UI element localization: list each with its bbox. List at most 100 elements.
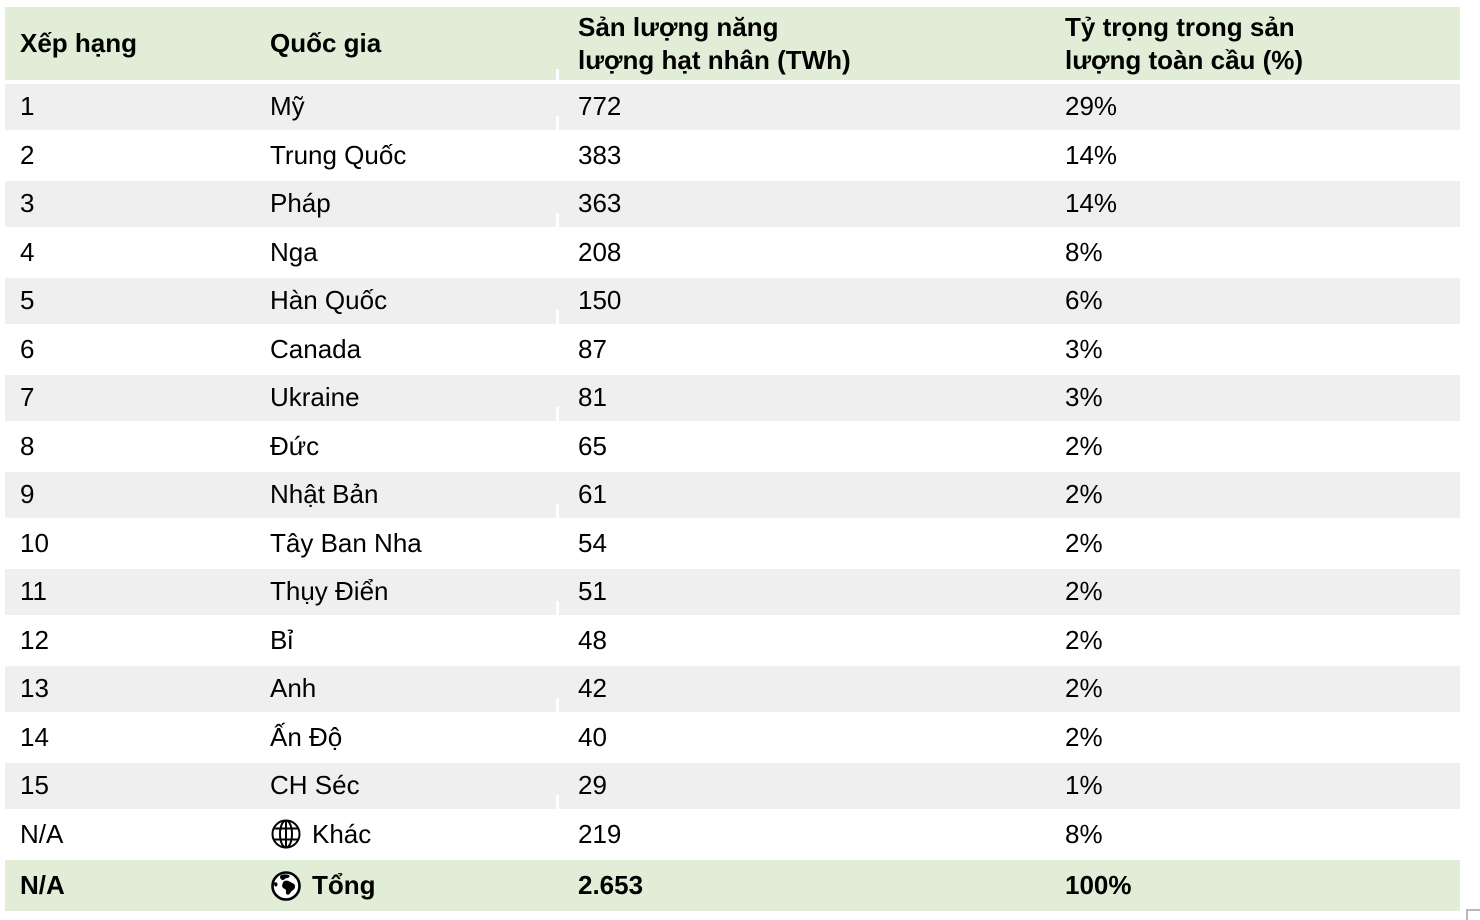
share-cell: 29% (1065, 91, 1118, 122)
table-row: 15 CH Séc 29 1% (5, 763, 1460, 812)
rank-cell: 12 (20, 624, 49, 655)
twh-cell: 772 (556, 84, 1045, 132)
table-row: 8 Đức 65 2% (5, 423, 1460, 472)
country-label: Hàn Quốc (270, 285, 388, 316)
scroll-corner-mark (1466, 909, 1480, 920)
country-cell: Pháp (250, 181, 556, 227)
header-twh: Sản lượng năng lượng hạt nhân (TWh) (556, 7, 1045, 84)
twh-cell: 65 (556, 424, 1045, 472)
table-row: 5 Hàn Quốc 150 6% (5, 278, 1460, 327)
country-cell: Mỹ (250, 84, 556, 130)
country-label: Canada (270, 333, 362, 364)
country-cell: Nhật Bản (250, 472, 556, 518)
twh-cell: 48 (556, 618, 1045, 666)
country-cell: Nga (250, 230, 556, 276)
country-label: Nga (270, 236, 318, 267)
header-share: Tỷ trọng trong sản lượng toàn cầu (%) (1065, 11, 1304, 75)
table-row: 12 Bỉ 48 2% (5, 617, 1460, 666)
country-cell: Ukraine (250, 375, 556, 421)
country-label: Thụy Điển (270, 576, 389, 607)
table-body: 1 Mỹ 772 29% 2 Trung Quốc 383 14% 3 Pháp… (5, 84, 1460, 911)
country-label: Bỉ (270, 624, 294, 655)
country-cell: Anh (250, 666, 556, 712)
country-cell: Ấn Độ (250, 715, 556, 761)
table-row: 3 Pháp 363 14% (5, 181, 1460, 230)
table-header-row: Xếp hạng Quốc gia Sản lượng năng lượng h… (5, 7, 1460, 84)
country-cell: Khác (250, 812, 556, 858)
twh-cell: 150 (556, 278, 1045, 326)
country-label: Nhật Bản (270, 479, 379, 510)
rank-cell: N/A (20, 818, 64, 849)
country-cell: Thụy Điển (250, 569, 556, 615)
table-row: 10 Tây Ban Nha 54 2% (5, 520, 1460, 569)
rank-cell: 1 (20, 91, 35, 122)
twh-cell: 42 (556, 666, 1045, 714)
share-cell: 3% (1065, 382, 1103, 413)
share-cell: 2% (1065, 576, 1103, 607)
nuclear-production-table: Xếp hạng Quốc gia Sản lượng năng lượng h… (5, 7, 1460, 911)
rank-cell: 2 (20, 139, 35, 170)
table-row: 14 Ấn Độ 40 2% (5, 714, 1460, 763)
rank-cell: 14 (20, 721, 49, 752)
table-row: 11 Thụy Điển 51 2% (5, 569, 1460, 618)
rank-cell: 4 (20, 236, 35, 267)
rank-cell: 15 (20, 770, 49, 801)
rank-cell: 3 (20, 188, 35, 219)
globe-wireframe-icon (270, 818, 302, 850)
table-row: 4 Nga 208 8% (5, 229, 1460, 278)
country-cell: Canada (250, 327, 556, 373)
share-cell: 3% (1065, 333, 1103, 364)
table-row: N/A Khác 219 8% (5, 811, 1460, 860)
country-label: Ukraine (270, 382, 360, 413)
share-cell: 2% (1065, 430, 1103, 461)
table-row: 13 Anh 42 2% (5, 666, 1460, 715)
rank-cell: 9 (20, 479, 35, 510)
share-cell: 2% (1065, 624, 1103, 655)
share-cell: 100% (1065, 870, 1132, 900)
rank-cell: 6 (20, 333, 35, 364)
share-cell: 2% (1065, 721, 1103, 752)
globe-earth-icon (270, 870, 302, 902)
twh-cell: 54 (556, 521, 1045, 569)
share-cell: 8% (1065, 236, 1103, 267)
country-label: Mỹ (270, 91, 305, 122)
twh-cell: 81 (556, 375, 1045, 423)
rank-cell: 11 (20, 576, 47, 607)
twh-cell: 363 (556, 181, 1045, 229)
country-label: Khác (312, 818, 372, 849)
table-row: 9 Nhật Bản 61 2% (5, 472, 1460, 521)
twh-cell: 51 (556, 569, 1045, 617)
share-cell: 8% (1065, 818, 1103, 849)
rank-cell: 10 (20, 527, 49, 558)
country-cell: Đức (250, 424, 556, 470)
table-row: 6 Canada 87 3% (5, 326, 1460, 375)
twh-cell: 61 (556, 472, 1045, 520)
share-cell: 2% (1065, 673, 1103, 704)
share-cell: 2% (1065, 479, 1103, 510)
twh-cell: 29 (556, 763, 1045, 811)
share-cell: 6% (1065, 285, 1103, 316)
table-row: 1 Mỹ 772 29% (5, 84, 1460, 133)
rank-cell: N/A (20, 870, 65, 900)
country-cell: Hàn Quốc (250, 278, 556, 324)
country-cell: Trung Quốc (250, 133, 556, 179)
rank-cell: 5 (20, 285, 35, 316)
share-cell: 14% (1065, 188, 1118, 219)
country-label: Pháp (270, 188, 331, 219)
header-rank: Xếp hạng (20, 28, 138, 58)
twh-cell: 383 (556, 133, 1045, 181)
rank-cell: 8 (20, 430, 35, 461)
rank-cell: 13 (20, 673, 49, 704)
table-row: 2 Trung Quốc 383 14% (5, 132, 1460, 181)
country-cell: Bỉ (250, 618, 556, 664)
country-label: Đức (270, 430, 320, 461)
table-row: 7 Ukraine 81 3% (5, 375, 1460, 424)
twh-cell: 219 (556, 812, 1045, 860)
twh-cell: 87 (556, 327, 1045, 375)
country-cell: CH Séc (250, 763, 556, 809)
rank-cell: 7 (20, 382, 35, 413)
country-label: Tây Ban Nha (270, 527, 422, 558)
country-label: Ấn Độ (270, 721, 343, 752)
share-cell: 2% (1065, 527, 1103, 558)
